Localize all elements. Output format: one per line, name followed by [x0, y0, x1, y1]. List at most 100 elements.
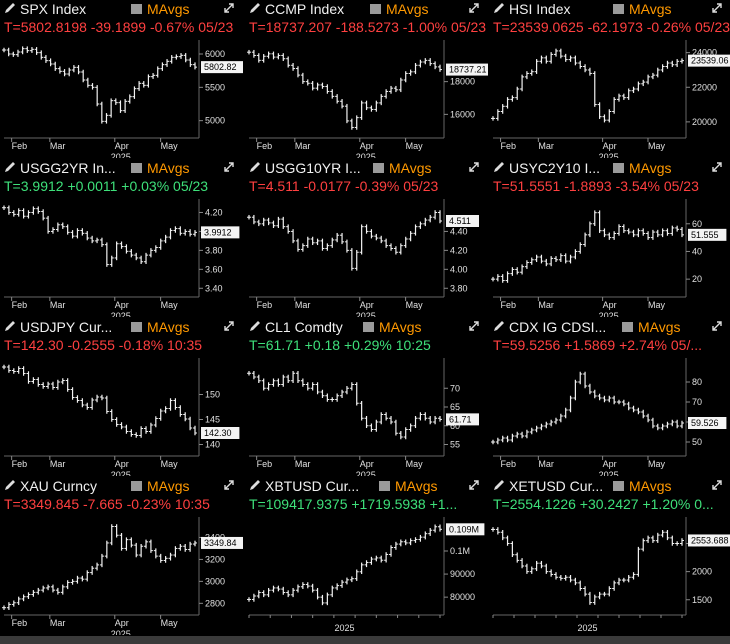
expand-icon[interactable]: [467, 1, 481, 15]
ticker-name[interactable]: USGG10YR I...: [265, 160, 361, 176]
pencil-icon[interactable]: [492, 478, 506, 492]
price-chart[interactable]: 4.40 4.20 4.00 3.80 4.511 Feb Mar Apr May 2025: [245, 197, 488, 317]
price-bar: [39, 50, 44, 60]
price-bar: [70, 579, 75, 585]
ticker-name[interactable]: XAU Curncy: [20, 478, 98, 494]
price-chart[interactable]: 0.1M 90000 80000 0.109M 2025: [245, 515, 488, 635]
ticker-name[interactable]: XETUSD Cur...: [509, 478, 604, 494]
mavgs-label[interactable]: MAvgs: [638, 319, 681, 335]
mavgs-label[interactable]: MAvgs: [629, 160, 672, 176]
mavgs-label[interactable]: MAvgs: [629, 478, 672, 494]
expand-icon[interactable]: [467, 478, 481, 492]
mavgs-label[interactable]: MAvgs: [389, 160, 432, 176]
expand-icon[interactable]: [710, 319, 724, 333]
mavgs-label[interactable]: MAvgs: [386, 1, 429, 17]
panel-xetusd[interactable]: XETUSD Cur... MAvgs T=2554.1226 +30.2427…: [489, 477, 730, 635]
ticker-name[interactable]: HSI Index: [509, 1, 571, 17]
expand-icon[interactable]: [710, 478, 724, 492]
mavgs-label[interactable]: MAvgs: [147, 478, 190, 494]
pencil-icon[interactable]: [3, 1, 17, 15]
pencil-icon[interactable]: [248, 1, 262, 15]
price-chart[interactable]: 6000 5500 5000 5802.82 Feb Mar Apr May 2025: [0, 38, 243, 158]
mavgs-label[interactable]: MAvgs: [147, 319, 190, 335]
ticker-name[interactable]: USYC2Y10 I...: [509, 160, 601, 176]
ticker-name[interactable]: USGG2YR In...: [20, 160, 116, 176]
panel-xau[interactable]: XAU Curncy MAvgs T=3349.845 -7.665 -0.23…: [0, 477, 243, 635]
mavgs-checkbox[interactable]: [131, 163, 142, 173]
panel-usgg10yr[interactable]: USGG10YR I... MAvgs T=4.511 -0.0177 -0.3…: [245, 159, 488, 317]
price-bar: [398, 539, 403, 547]
bottom-scroll-bar[interactable]: [0, 636, 730, 644]
panel-hsi[interactable]: HSI Index MAvgs T=23539.0625 -62.1973 -0…: [489, 0, 730, 158]
price-bar: [335, 583, 340, 591]
expand-icon[interactable]: [222, 1, 236, 15]
y-tick-label: 4.40: [450, 226, 468, 236]
pencil-icon[interactable]: [248, 319, 262, 333]
price-chart[interactable]: 18000 16000 18737.21 Feb Mar Apr May 2025: [245, 38, 488, 158]
ticker-name[interactable]: XBTUSD Cur...: [265, 478, 360, 494]
expand-icon[interactable]: [222, 319, 236, 333]
price-chart[interactable]: 24000 22000 20000 23539.06 Feb Mar Apr May 2025: [489, 38, 730, 158]
expand-icon[interactable]: [710, 1, 724, 15]
mavgs-checkbox[interactable]: [613, 4, 624, 14]
mavgs-checkbox[interactable]: [613, 481, 624, 491]
panel-spx[interactable]: SPX Index MAvgs T=5802.8198 -39.1899 -0.…: [0, 0, 243, 158]
price-bar: [340, 232, 345, 245]
price-chart[interactable]: 60 40 20 51.555 Feb Mar Apr May 2025: [489, 197, 730, 317]
mavgs-checkbox[interactable]: [373, 163, 384, 173]
expand-icon[interactable]: [467, 160, 481, 174]
ticker-name[interactable]: CDX IG CDSI...: [509, 319, 607, 335]
mavgs-checkbox[interactable]: [370, 4, 381, 14]
price-bar: [515, 267, 520, 275]
mavgs-checkbox[interactable]: [131, 322, 142, 332]
pencil-icon[interactable]: [492, 160, 506, 174]
panel-cdx-ig[interactable]: CDX IG CDSI... MAvgs T=59.5256 +1.5869 +…: [489, 318, 730, 476]
panel-ccmp[interactable]: CCMP Index MAvgs T=18737.207 -188.5273 -…: [245, 0, 488, 158]
panel-usgg2yr[interactable]: USGG2YR In... MAvgs T=3.9912 +0.0011 +0.…: [0, 159, 243, 317]
price-bar: [660, 423, 665, 431]
panel-xbtusd[interactable]: XBTUSD Cur... MAvgs T=109417.9375 +1719.…: [245, 477, 488, 635]
pencil-icon[interactable]: [3, 160, 17, 174]
expand-icon[interactable]: [710, 160, 724, 174]
price-bar: [660, 228, 665, 238]
mavgs-label[interactable]: MAvgs: [147, 160, 190, 176]
mavgs-label[interactable]: MAvgs: [395, 478, 438, 494]
ticker-name[interactable]: SPX Index: [20, 1, 87, 17]
pencil-icon[interactable]: [3, 478, 17, 492]
panel-cl1[interactable]: CL1 Comdty MAvgs T=61.71 +0.18 +0.29% 10…: [245, 318, 488, 476]
price-bar: [330, 585, 335, 598]
ticker-name[interactable]: CL1 Comdty: [265, 319, 343, 335]
mavgs-checkbox[interactable]: [363, 322, 374, 332]
mavgs-checkbox[interactable]: [131, 4, 142, 14]
price-chart[interactable]: 70 65 60 55 61.71 Feb Mar Apr May 2025: [245, 356, 488, 476]
mavgs-label[interactable]: MAvgs: [147, 1, 190, 17]
mavgs-label[interactable]: MAvgs: [379, 319, 422, 335]
panel-usyc2y10[interactable]: USYC2Y10 I... MAvgs T=51.5551 -1.8893 -3…: [489, 159, 730, 317]
ticker-name[interactable]: CCMP Index: [265, 1, 345, 17]
price-bar: [137, 81, 142, 91]
expand-icon[interactable]: [222, 160, 236, 174]
mavgs-checkbox[interactable]: [379, 481, 390, 491]
panel-usdjpy[interactable]: USDJPY Cur... MAvgs T=142.30 -0.2555 -0.…: [0, 318, 243, 476]
mavgs-label[interactable]: MAvgs: [629, 1, 672, 17]
mavgs-checkbox[interactable]: [131, 481, 142, 491]
price-bar: [188, 541, 193, 552]
mavgs-checkbox[interactable]: [622, 322, 633, 332]
price-chart[interactable]: 4.204.003.803.603.403.9912FebMarAprMay20…: [0, 197, 243, 317]
pencil-icon[interactable]: [492, 1, 506, 15]
pencil-icon[interactable]: [3, 319, 17, 333]
ticker-name[interactable]: USDJPY Cur...: [20, 319, 113, 335]
pencil-icon[interactable]: [492, 319, 506, 333]
price-bar: [174, 54, 179, 60]
expand-icon[interactable]: [467, 319, 481, 333]
mavgs-checkbox[interactable]: [613, 163, 624, 173]
expand-icon[interactable]: [222, 478, 236, 492]
pencil-icon[interactable]: [248, 478, 262, 492]
price-bar: [251, 593, 256, 602]
pencil-icon[interactable]: [248, 160, 262, 174]
price-chart[interactable]: 150 145 140 142.30 Feb Mar Apr May 2025: [0, 356, 243, 476]
